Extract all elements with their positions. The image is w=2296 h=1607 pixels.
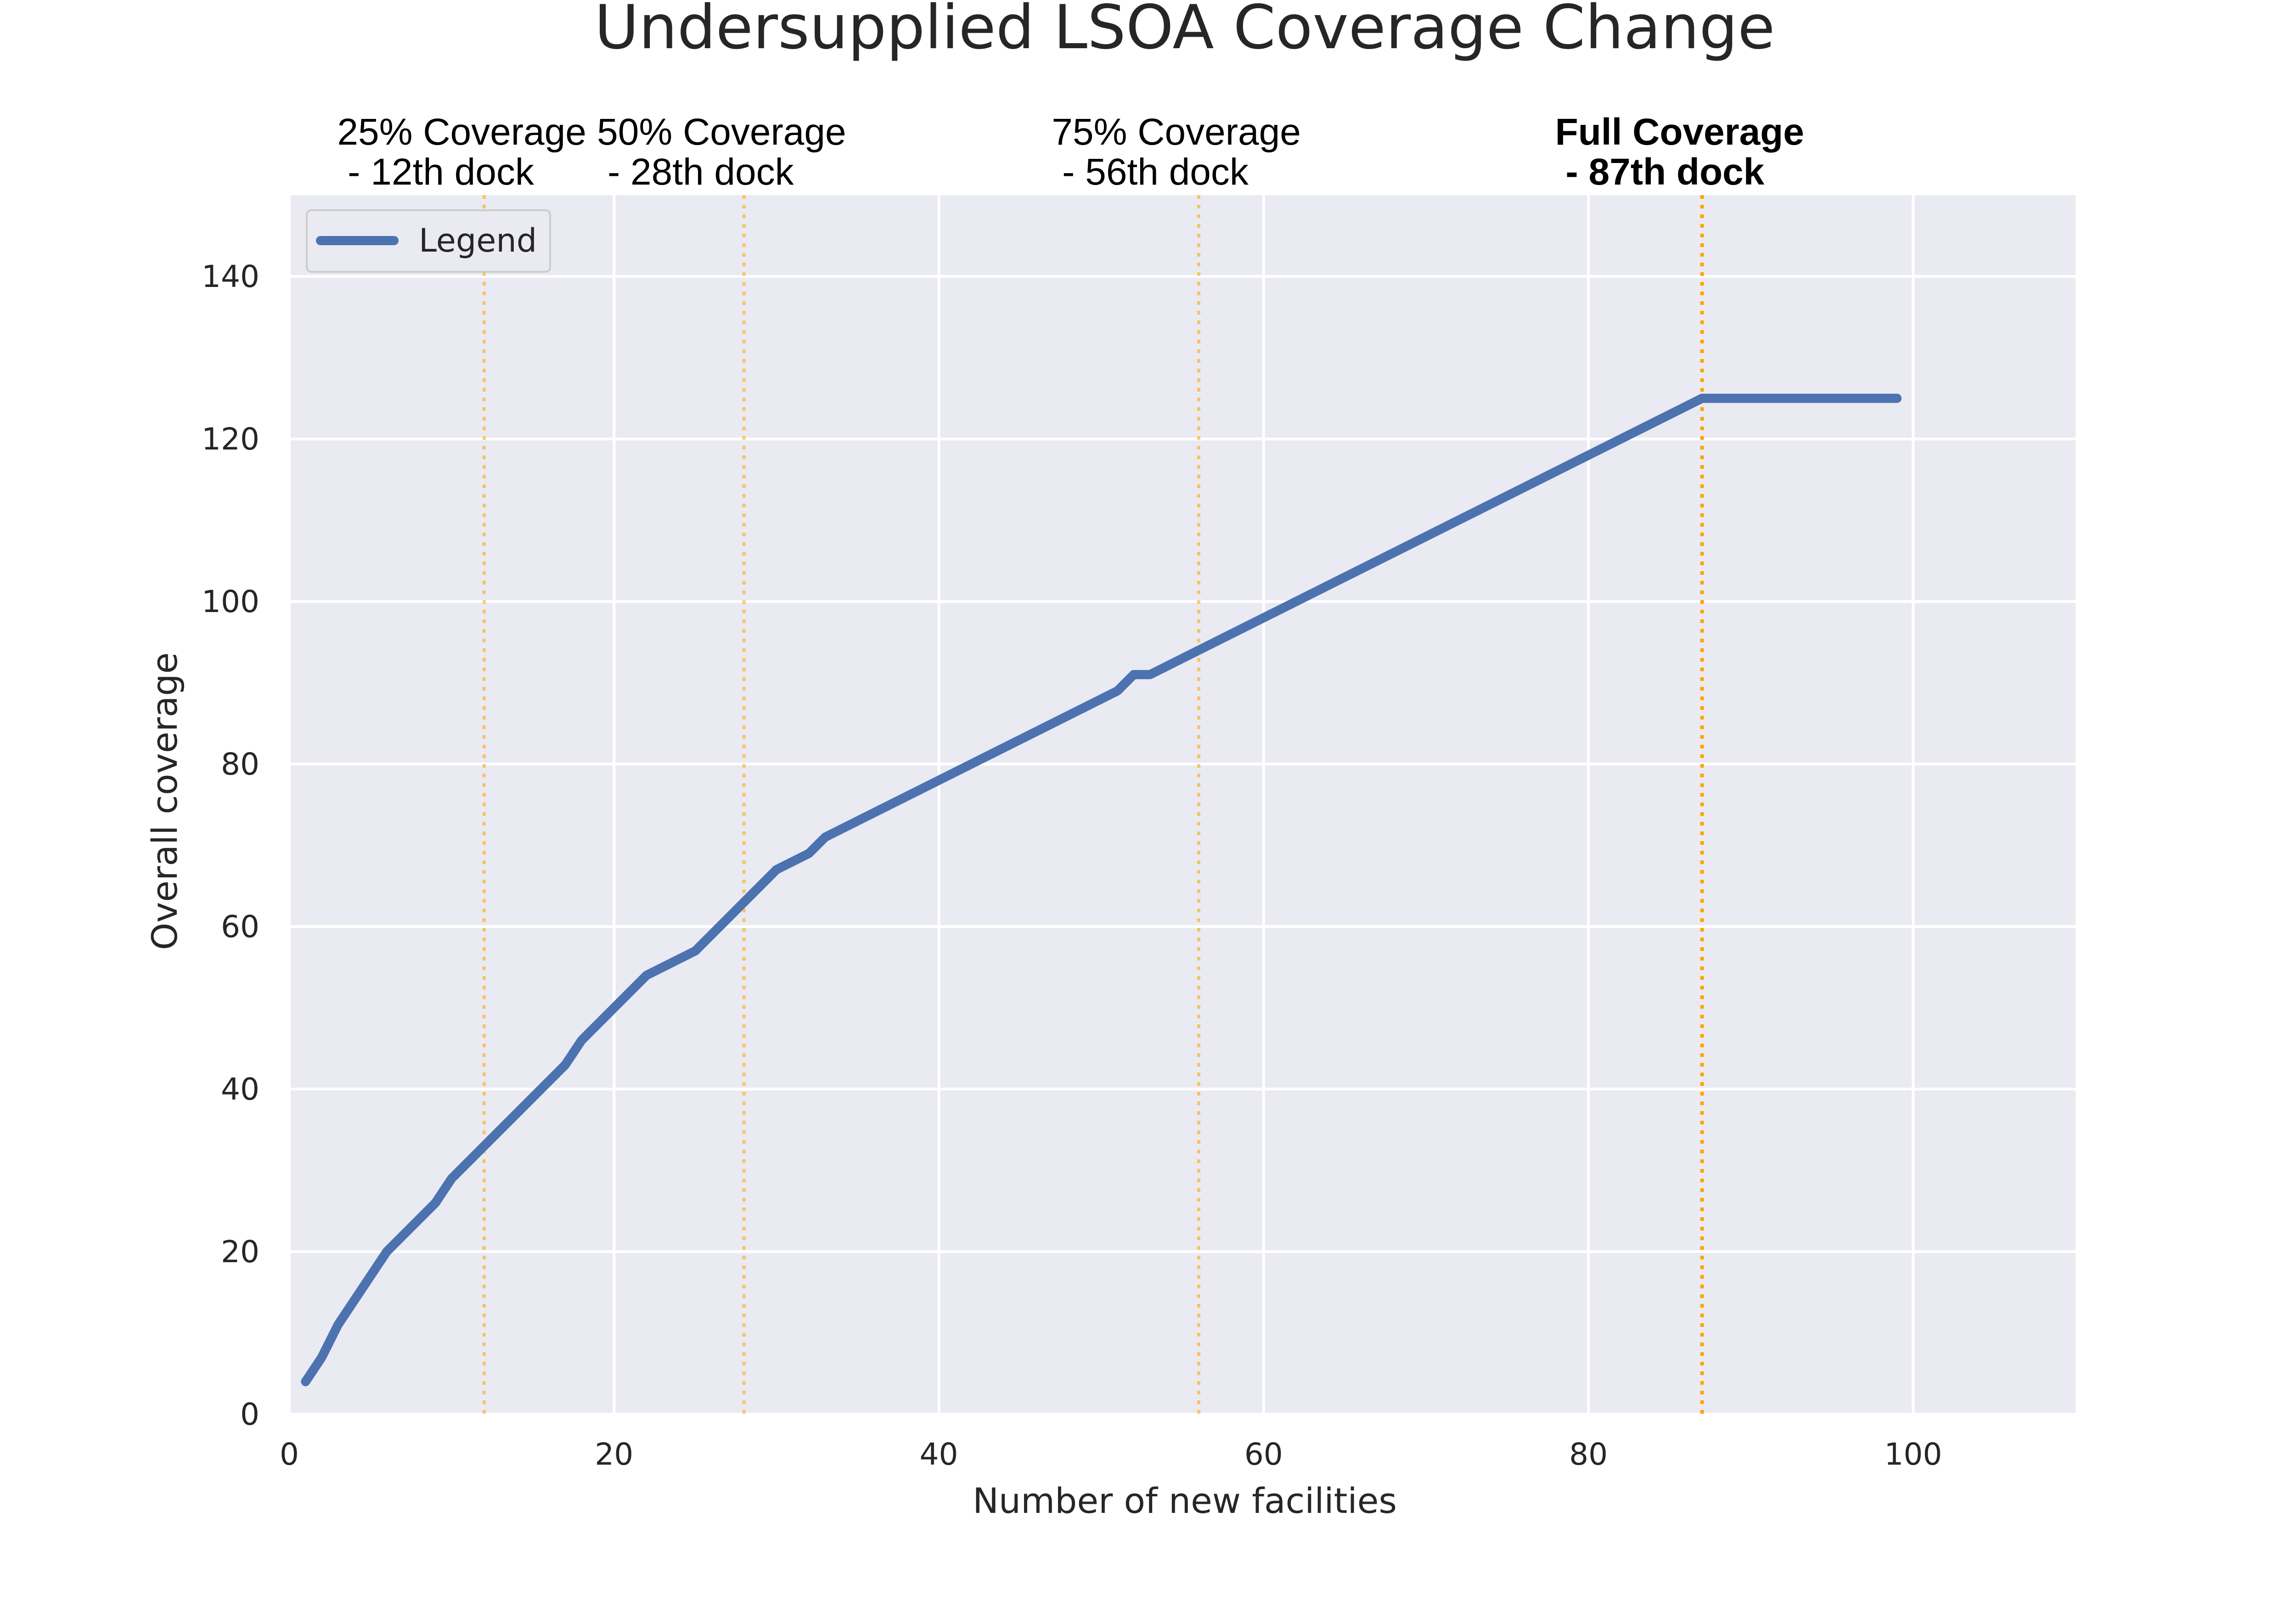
y-tick-label: 100: [202, 584, 259, 619]
x-axis-label: Number of new facilities: [973, 1480, 1397, 1521]
x-tick-label: 0: [280, 1437, 299, 1472]
series-line: [301, 393, 1902, 1387]
annotation-subtitle: - 56th dock: [1052, 151, 1249, 193]
annotation-title: Full Coverage: [1555, 111, 1804, 153]
annotation-labels: 25% Coverage - 12th dock 50% Coverage - 2…: [337, 111, 1804, 193]
series-layer: [301, 393, 1902, 1387]
annotation-lines: [482, 195, 1704, 1414]
tick-labels: 0 20 40 60 80 100 0 20 40 60 80 100 120 140: [202, 259, 1942, 1472]
chart-title: Undersupplied LSOA Coverage Change: [595, 0, 1775, 63]
y-tick-label: 0: [240, 1397, 259, 1432]
annotation-subtitle: - 12th dock: [337, 151, 534, 193]
x-tick-label: 60: [1244, 1437, 1283, 1472]
y-axis-label: Overall coverage: [144, 652, 185, 950]
legend-label: Legend: [419, 222, 537, 259]
annotation-subtitle: - 87th dock: [1555, 151, 1765, 193]
grid-layer: [288, 195, 2076, 1416]
y-tick-label: 20: [221, 1234, 259, 1270]
y-tick-label: 140: [202, 259, 259, 294]
annotation-subtitle: - 28th dock: [597, 151, 794, 193]
annotation-title: 75% Coverage: [1052, 111, 1300, 153]
x-tick-label: 100: [1884, 1437, 1942, 1472]
x-tick-label: 80: [1569, 1437, 1608, 1472]
y-tick-label: 80: [221, 747, 259, 782]
x-tick-label: 40: [920, 1437, 958, 1472]
plot-area: [289, 195, 2076, 1414]
y-tick-label: 40: [221, 1072, 259, 1107]
legend-box: [306, 209, 551, 273]
x-tick-label: 20: [595, 1437, 633, 1472]
y-tick-label: 60: [221, 909, 259, 944]
y-tick-label: 120: [202, 421, 259, 457]
annotation-title: 50% Coverage: [597, 111, 846, 153]
legend[interactable]: Legend: [306, 209, 551, 273]
annotation-title: 25% Coverage: [337, 111, 586, 153]
